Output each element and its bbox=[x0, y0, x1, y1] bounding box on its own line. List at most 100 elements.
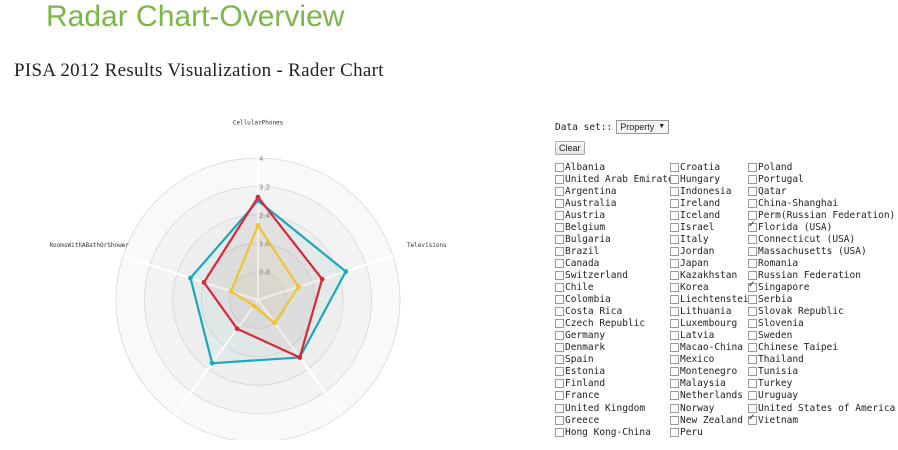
country-checkbox-item[interactable]: Denmark bbox=[555, 342, 605, 354]
country-checkbox-item[interactable]: United Kingdom bbox=[555, 402, 645, 414]
checkbox[interactable] bbox=[748, 319, 757, 329]
checkbox[interactable] bbox=[555, 162, 564, 172]
country-checkbox-item[interactable]: Switzerland bbox=[555, 269, 628, 281]
checkbox[interactable] bbox=[555, 174, 564, 184]
country-checkbox-item[interactable]: Belgium bbox=[555, 221, 605, 233]
checkbox[interactable] bbox=[555, 403, 564, 413]
clear-button[interactable]: Clear bbox=[555, 141, 585, 155]
checkbox[interactable] bbox=[555, 295, 564, 305]
checkbox[interactable] bbox=[670, 234, 679, 244]
checkbox[interactable] bbox=[670, 379, 679, 389]
country-checkbox-item[interactable]: Bulgaria bbox=[555, 233, 611, 245]
country-checkbox-item[interactable]: Australia bbox=[555, 197, 616, 209]
checkbox[interactable] bbox=[555, 234, 564, 244]
country-checkbox-item[interactable]: Austria bbox=[555, 209, 605, 221]
checkbox[interactable] bbox=[670, 319, 679, 329]
checkbox[interactable] bbox=[748, 210, 757, 220]
checkbox[interactable] bbox=[670, 415, 679, 425]
country-checkbox-item[interactable]: Hong Kong-China bbox=[555, 426, 651, 438]
checkbox[interactable] bbox=[555, 307, 564, 317]
country-checkbox-item[interactable]: Portugal bbox=[748, 173, 804, 185]
country-checkbox-item[interactable]: Montenegro bbox=[670, 366, 737, 378]
checkbox[interactable] bbox=[670, 295, 679, 305]
checkbox[interactable] bbox=[670, 270, 679, 280]
checkbox[interactable] bbox=[670, 246, 679, 256]
checkbox[interactable] bbox=[748, 280, 757, 292]
country-checkbox-item[interactable]: Poland bbox=[748, 161, 792, 173]
country-checkbox-item[interactable]: Peru bbox=[670, 426, 703, 438]
checkbox[interactable] bbox=[670, 174, 679, 184]
country-checkbox-item[interactable]: Romania bbox=[748, 257, 798, 269]
country-checkbox-item[interactable]: Vietnam bbox=[748, 413, 798, 426]
checkbox[interactable] bbox=[748, 246, 757, 256]
country-checkbox-item[interactable]: Finland bbox=[555, 378, 605, 390]
checkbox[interactable] bbox=[748, 186, 757, 196]
country-checkbox-item[interactable]: Slovenia bbox=[748, 318, 804, 330]
checkbox[interactable] bbox=[748, 295, 757, 305]
country-checkbox-item[interactable]: Malaysia bbox=[670, 378, 726, 390]
country-checkbox-item[interactable]: Chile bbox=[555, 282, 594, 294]
country-checkbox-item[interactable]: Russian Federation bbox=[748, 269, 861, 281]
country-checkbox-item[interactable]: Colombia bbox=[555, 294, 611, 306]
checkbox[interactable] bbox=[748, 379, 757, 389]
country-checkbox-item[interactable]: Liechtenstein bbox=[670, 294, 754, 306]
country-checkbox-item[interactable]: Korea bbox=[670, 282, 709, 294]
checkbox[interactable] bbox=[670, 427, 679, 437]
checkbox[interactable] bbox=[748, 343, 757, 353]
country-checkbox-item[interactable]: Slovak Republic bbox=[748, 306, 844, 318]
country-checkbox-item[interactable]: Iceland bbox=[670, 209, 720, 221]
country-checkbox-item[interactable]: Germany bbox=[555, 330, 605, 342]
checkbox[interactable] bbox=[670, 222, 679, 232]
checkbox[interactable] bbox=[555, 343, 564, 353]
checkbox[interactable] bbox=[555, 427, 564, 437]
country-checkbox-item[interactable]: Israel bbox=[670, 221, 714, 233]
checkbox[interactable] bbox=[670, 367, 679, 377]
country-checkbox-item[interactable]: Serbia bbox=[748, 294, 792, 306]
checkbox[interactable] bbox=[555, 258, 564, 268]
checkbox[interactable] bbox=[670, 391, 679, 401]
checkbox[interactable] bbox=[748, 331, 757, 341]
country-checkbox-item[interactable]: Canada bbox=[555, 257, 599, 269]
checkbox[interactable] bbox=[670, 162, 679, 172]
checkbox[interactable] bbox=[555, 331, 564, 341]
checkbox[interactable] bbox=[555, 246, 564, 256]
country-checkbox-item[interactable]: Japan bbox=[670, 257, 709, 269]
checkbox[interactable] bbox=[555, 319, 564, 329]
checkbox[interactable] bbox=[748, 367, 757, 377]
country-checkbox-item[interactable]: China-Shanghai bbox=[748, 197, 838, 209]
country-checkbox-item[interactable]: Estonia bbox=[555, 366, 605, 378]
checkbox[interactable] bbox=[748, 198, 757, 208]
checkbox[interactable] bbox=[670, 331, 679, 341]
checkbox[interactable] bbox=[555, 367, 564, 377]
country-checkbox-item[interactable]: Latvia bbox=[670, 330, 714, 342]
checkbox[interactable] bbox=[555, 391, 564, 401]
checkbox[interactable] bbox=[670, 258, 679, 268]
checkbox[interactable] bbox=[748, 162, 757, 172]
dataset-select[interactable]: Property ▼ bbox=[616, 120, 670, 134]
checkbox[interactable] bbox=[555, 198, 564, 208]
checkbox[interactable] bbox=[555, 210, 564, 220]
checkbox[interactable] bbox=[670, 186, 679, 196]
checkbox[interactable] bbox=[748, 234, 757, 244]
country-checkbox-item[interactable]: Jordan bbox=[670, 245, 714, 257]
country-checkbox-item[interactable]: Netherlands bbox=[670, 390, 743, 402]
checkbox[interactable] bbox=[748, 403, 757, 413]
country-checkbox-item[interactable]: New Zealand bbox=[670, 414, 743, 426]
checkbox[interactable] bbox=[670, 198, 679, 208]
checkbox[interactable] bbox=[670, 307, 679, 317]
checkbox[interactable] bbox=[748, 220, 757, 232]
checkbox[interactable] bbox=[670, 355, 679, 365]
checkbox[interactable] bbox=[555, 186, 564, 196]
country-checkbox-item[interactable]: Massachusetts (USA) bbox=[748, 245, 867, 257]
country-checkbox-item[interactable]: Greece bbox=[555, 414, 599, 426]
country-checkbox-item[interactable]: Hungary bbox=[670, 173, 720, 185]
checkbox[interactable] bbox=[748, 413, 757, 425]
checkbox[interactable] bbox=[748, 258, 757, 268]
country-checkbox-item[interactable]: Chinese Taipei bbox=[748, 342, 838, 354]
checkbox[interactable] bbox=[555, 270, 564, 280]
checkbox[interactable] bbox=[555, 415, 564, 425]
checkbox[interactable] bbox=[748, 355, 757, 365]
checkbox[interactable] bbox=[748, 391, 757, 401]
country-checkbox-item[interactable]: Sweden bbox=[748, 330, 792, 342]
country-checkbox-item[interactable]: Argentina bbox=[555, 185, 616, 197]
